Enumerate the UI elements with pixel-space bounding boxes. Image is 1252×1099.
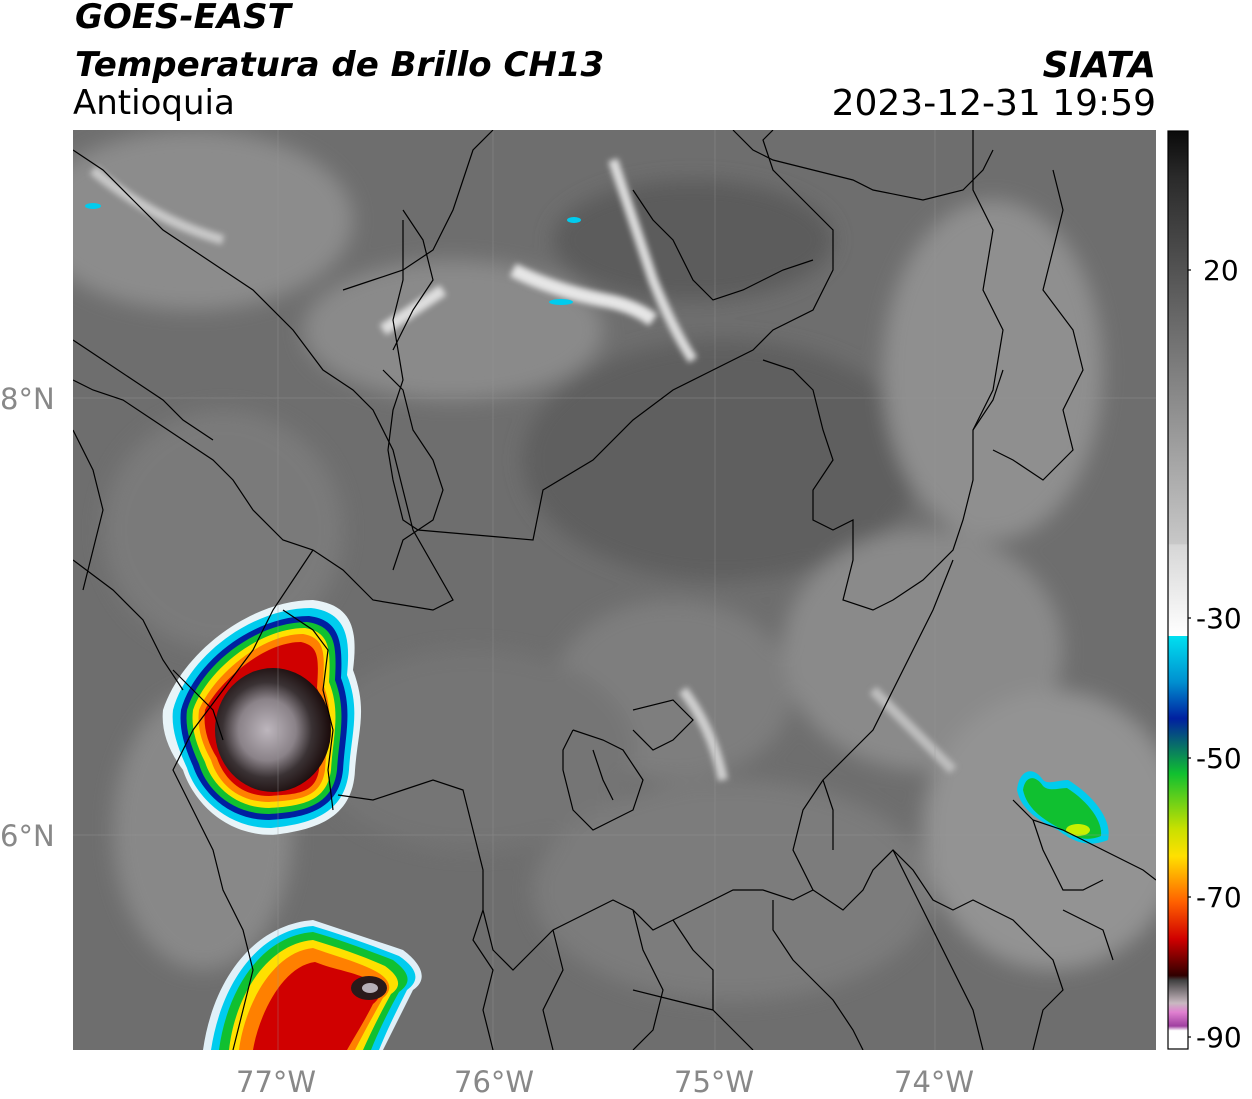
colorbar-gradient	[1167, 130, 1189, 1050]
convective-cell-south	[203, 920, 422, 1050]
convective-cell-east	[1017, 771, 1109, 844]
graticule	[73, 130, 1156, 1050]
convective-cell-west	[162, 600, 362, 835]
lat-label-8n: 8°N	[0, 382, 55, 416]
product-title: Temperatura de Brillo CH13	[75, 45, 605, 85]
lon-label-76w: 76°W	[454, 1065, 535, 1099]
small-cold-spots	[85, 203, 581, 305]
lon-label-74w: 74°W	[894, 1065, 975, 1099]
colorbar-tick-minus70: -70	[1196, 881, 1242, 914]
lon-label-75w: 75°W	[674, 1065, 755, 1099]
colorbar-tick-20: 20	[1203, 254, 1239, 287]
colorbar-tick-minus50: -50	[1196, 742, 1242, 775]
satellite-title: GOES-EAST	[75, 0, 291, 37]
region-title: Antioquia	[73, 83, 235, 123]
colorbar-tick-minus30: -30	[1196, 602, 1242, 635]
cloud-texture	[73, 130, 1156, 1000]
satellite-map	[73, 130, 1156, 1050]
colorbar-ticks	[1188, 269, 1191, 1038]
lat-label-6n: 6°N	[0, 819, 55, 853]
colorbar-tick-minus90: -90	[1196, 1021, 1242, 1054]
boundaries	[73, 130, 1156, 1050]
timestamp-label: 2023-12-31 19:59	[831, 83, 1156, 124]
lon-label-77w: 77°W	[236, 1065, 317, 1099]
cold-cloud-streaks	[89, 158, 957, 781]
agency-label: SIATA	[1042, 45, 1156, 86]
colorbar	[1167, 130, 1191, 1050]
